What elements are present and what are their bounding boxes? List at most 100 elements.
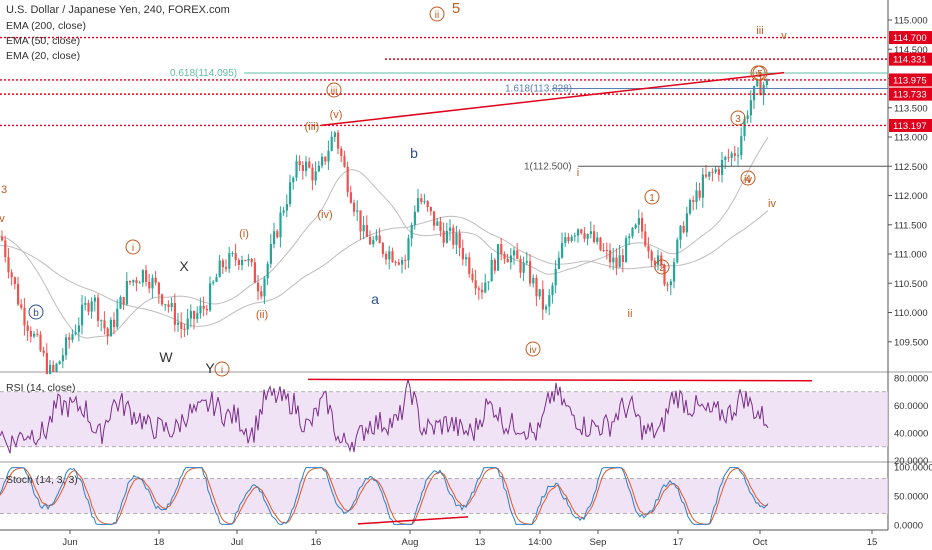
candle bbox=[20, 304, 23, 308]
candle bbox=[586, 234, 589, 239]
candle bbox=[708, 171, 711, 177]
wave-label: 5 bbox=[452, 0, 460, 17]
time-tick-label: 15 bbox=[867, 537, 878, 548]
candle bbox=[532, 277, 535, 284]
candle bbox=[369, 236, 372, 245]
candle bbox=[362, 224, 365, 232]
wave-label: ii bbox=[628, 308, 633, 320]
candle bbox=[596, 237, 599, 243]
time-tick-label: 16 bbox=[311, 537, 322, 548]
candle bbox=[519, 258, 522, 273]
wave-label-circle bbox=[429, 6, 445, 22]
candle bbox=[164, 304, 167, 306]
wave-label: b bbox=[410, 145, 418, 161]
candle bbox=[721, 159, 724, 175]
rsi-label[interactable]: RSI (14, close) bbox=[6, 382, 76, 394]
candle bbox=[765, 79, 768, 85]
candle bbox=[733, 153, 736, 156]
indicator-ema-200[interactable]: EMA (200, close) bbox=[6, 20, 86, 32]
price-tick-label: 109.500 bbox=[894, 337, 928, 348]
indicator-ema-50[interactable]: EMA (50, close) bbox=[6, 35, 81, 47]
candle bbox=[666, 284, 669, 286]
stoch-pane[interactable] bbox=[0, 467, 888, 525]
candle bbox=[426, 201, 429, 208]
candle bbox=[13, 277, 16, 284]
stoch-trendline bbox=[357, 516, 469, 525]
candle bbox=[81, 304, 84, 326]
candle bbox=[23, 307, 26, 326]
candle bbox=[71, 334, 74, 340]
price-axis[interactable]: 109.500 110.000 110.500 111.000 111.500 112.0… bbox=[888, 16, 932, 532]
candle bbox=[65, 337, 68, 356]
candle bbox=[634, 224, 637, 228]
candle bbox=[301, 165, 304, 171]
candle bbox=[129, 280, 132, 283]
price-tick-label: 113.500 bbox=[894, 103, 928, 114]
price-pane[interactable]: 0.618(114.095) 1.618(113.828) 1(112.500) (i… bbox=[0, 0, 888, 377]
candle bbox=[541, 289, 544, 310]
candle bbox=[420, 198, 423, 203]
wave-label: 4 bbox=[745, 174, 751, 185]
price-tick-label: 112.500 bbox=[894, 162, 928, 173]
candle bbox=[209, 283, 212, 311]
price-tick-label: 114.500 bbox=[894, 45, 928, 56]
candle bbox=[231, 253, 234, 255]
fib-level-label: 1(112.500) bbox=[524, 161, 572, 172]
candle bbox=[308, 161, 311, 168]
candle bbox=[157, 282, 160, 295]
candle bbox=[445, 230, 448, 243]
candle bbox=[458, 233, 461, 248]
stoch-label[interactable]: Stoch (14, 3, 3) bbox=[6, 474, 78, 486]
candle bbox=[327, 150, 330, 162]
candle bbox=[161, 294, 164, 305]
stoch-tick-label: 100.0000 bbox=[894, 463, 932, 474]
candle bbox=[257, 282, 260, 292]
candle bbox=[237, 259, 240, 266]
candle bbox=[714, 169, 717, 173]
rsi-line bbox=[0, 379, 769, 454]
candle bbox=[746, 115, 749, 119]
candle bbox=[317, 165, 320, 172]
candle bbox=[759, 80, 762, 96]
level-price-label: 113.733 bbox=[893, 90, 927, 101]
candle bbox=[449, 227, 452, 231]
wave-label: i bbox=[577, 167, 579, 179]
candle bbox=[525, 261, 528, 263]
wave-label: 2 bbox=[659, 263, 665, 274]
candle bbox=[557, 257, 560, 269]
time-axis[interactable]: Jun 18 Jul 16 Aug 13 14:00 Sep 17 Oct 15 bbox=[62, 530, 877, 548]
candle bbox=[375, 235, 378, 240]
candle bbox=[93, 297, 96, 302]
indicator-ema-20[interactable]: EMA (20, close) bbox=[6, 50, 81, 62]
time-tick-label: 13 bbox=[475, 537, 486, 548]
price-tick-label: 111.500 bbox=[894, 220, 927, 231]
candle bbox=[657, 255, 660, 265]
candle bbox=[74, 332, 77, 335]
wave-label: a bbox=[371, 291, 379, 307]
candle bbox=[689, 200, 692, 214]
candle bbox=[106, 328, 109, 337]
candle bbox=[397, 262, 400, 265]
candle bbox=[740, 136, 743, 156]
candle bbox=[218, 260, 221, 278]
candle bbox=[762, 84, 765, 96]
candle bbox=[205, 308, 208, 311]
candle bbox=[618, 255, 621, 268]
candle bbox=[564, 237, 567, 244]
wave-label-circle bbox=[326, 82, 342, 98]
candle bbox=[241, 259, 244, 266]
candle bbox=[100, 320, 103, 322]
candle bbox=[385, 253, 388, 260]
level-price-badge bbox=[889, 31, 932, 45]
rsi-pane[interactable] bbox=[0, 378, 888, 454]
candle bbox=[673, 262, 676, 282]
level-price-badge bbox=[889, 73, 932, 87]
candle bbox=[647, 245, 650, 252]
candle bbox=[285, 204, 288, 211]
candle bbox=[189, 311, 192, 319]
candle bbox=[365, 224, 368, 237]
candle bbox=[567, 237, 570, 242]
candle bbox=[279, 212, 282, 238]
candle bbox=[148, 281, 151, 289]
